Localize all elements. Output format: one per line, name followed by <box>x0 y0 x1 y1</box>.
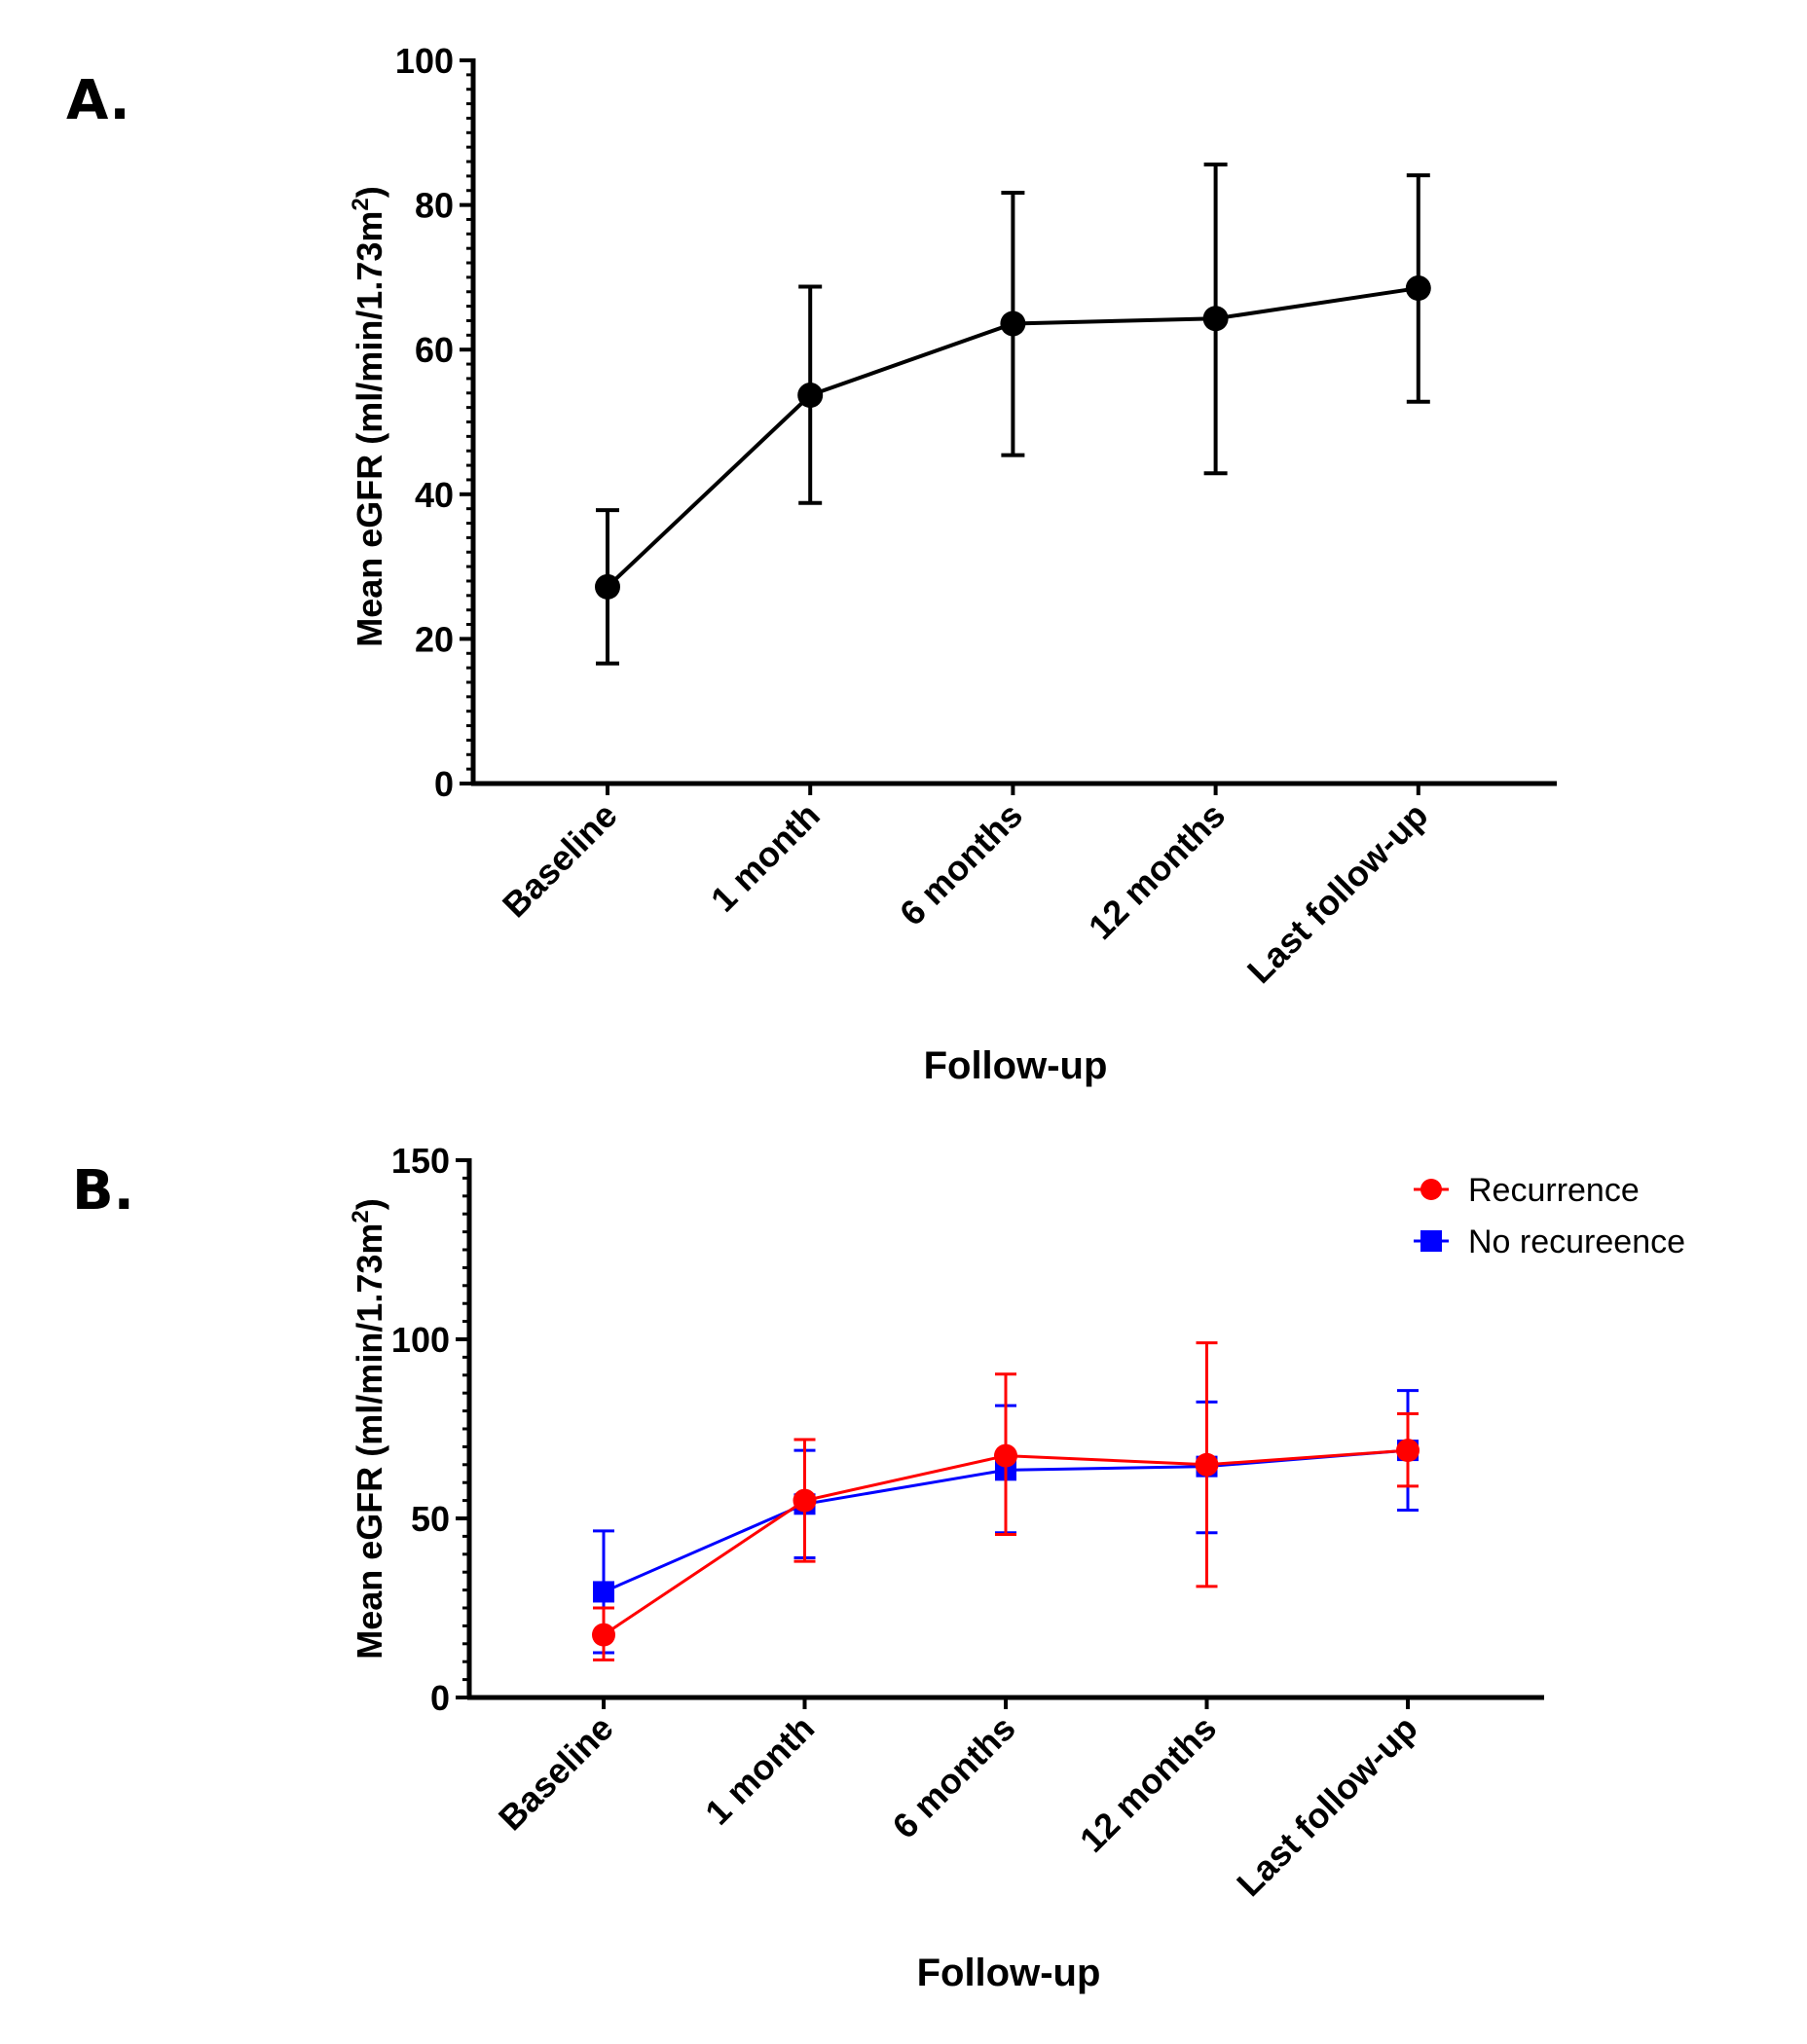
data-point <box>1202 306 1229 332</box>
panel-a: A. 0 20 40 60 80 100 Baseline 1 month 6 months 1… <box>66 41 1557 1087</box>
x-tick-label: 6 months <box>892 795 1030 933</box>
x-tick-label: 6 months <box>885 1708 1023 1846</box>
y-axis-title-a: Mean eGFR (ml/min/1.73m2) <box>348 186 389 646</box>
y-tick-label: 80 <box>415 186 454 226</box>
y-tick-label: 60 <box>415 330 454 370</box>
panel-label-a: A. <box>66 69 130 132</box>
x-tick-label: Baseline <box>495 795 625 926</box>
x-tick-label: Last follow-up <box>1239 795 1436 992</box>
x-axis-b: Baseline 1 month 6 months 12 months Last fol… <box>467 1695 1544 1905</box>
x-axis-title-b: Follow-up <box>917 1952 1101 1994</box>
panel-label-b: B. <box>72 1159 134 1223</box>
y-tick-label: 50 <box>411 1499 450 1539</box>
data-point <box>593 1581 614 1603</box>
panel-b: B. 0 50 100 150 Baseline 1 month 6 months 12 m… <box>72 1141 1685 1994</box>
y-axis-a: 0 20 40 60 80 100 <box>395 41 476 804</box>
legend: Recurrence No recureence <box>1414 1172 1685 1260</box>
x-axis-a: Baseline 1 month 6 months 12 months Last fol… <box>471 781 1557 992</box>
y-tick-label: 0 <box>430 1678 450 1718</box>
x-tick-label: 12 months <box>1081 795 1233 947</box>
x-tick-label: Last follow-up <box>1229 1708 1425 1905</box>
y-axis-title-b-close: ) <box>350 1198 389 1210</box>
data-point <box>797 383 824 409</box>
y-tick-label: 0 <box>434 764 454 804</box>
x-tick-label: 12 months <box>1072 1708 1224 1860</box>
x-axis-title-a: Follow-up <box>924 1044 1108 1087</box>
data-point <box>1396 1439 1420 1463</box>
y-tick-label: 100 <box>391 1320 450 1360</box>
y-axis-b: 0 50 100 150 <box>391 1141 472 1718</box>
y-tick-label: 20 <box>415 619 454 659</box>
legend-label-no-recurrence: No recureence <box>1468 1223 1685 1260</box>
data-point <box>994 1443 1017 1468</box>
y-axis-title-a-main: Mean eGFR (ml/min/1.73m <box>350 211 389 647</box>
y-axis-title-b-sup: 2 <box>348 1210 374 1223</box>
legend-label-recurrence: Recurrence <box>1468 1172 1640 1209</box>
series-all <box>595 162 1431 666</box>
data-point <box>595 573 620 600</box>
plot-area-a <box>595 162 1431 666</box>
data-point <box>592 1623 615 1647</box>
y-axis-title-a-close: ) <box>350 186 389 198</box>
data-point <box>793 1488 817 1513</box>
y-tick-label: 100 <box>395 41 454 81</box>
y-tick-label: 150 <box>391 1141 450 1181</box>
y-axis-title-b-main: Mean eGFR (ml/min/1.73m <box>350 1223 389 1660</box>
y-axis-title-b: Mean eGFR (ml/min/1.73m2) <box>348 1198 389 1659</box>
x-tick-label: 1 month <box>703 795 828 920</box>
plot-area-b <box>592 1341 1420 1661</box>
y-tick-label: 40 <box>415 475 454 515</box>
data-point <box>1405 275 1431 302</box>
legend-item-no-recurrence: No recureence <box>1414 1223 1685 1260</box>
x-tick-label: Baseline <box>491 1708 621 1839</box>
x-tick-label: 1 month <box>697 1708 822 1833</box>
legend-marker-square-icon <box>1420 1230 1442 1252</box>
series-recurrence <box>592 1341 1420 1661</box>
legend-marker-circle-icon <box>1420 1179 1442 1200</box>
data-point <box>1195 1452 1219 1477</box>
data-point <box>1000 310 1026 337</box>
y-axis-title-a-sup: 2 <box>348 198 374 210</box>
legend-item-recurrence: Recurrence <box>1414 1172 1640 1209</box>
